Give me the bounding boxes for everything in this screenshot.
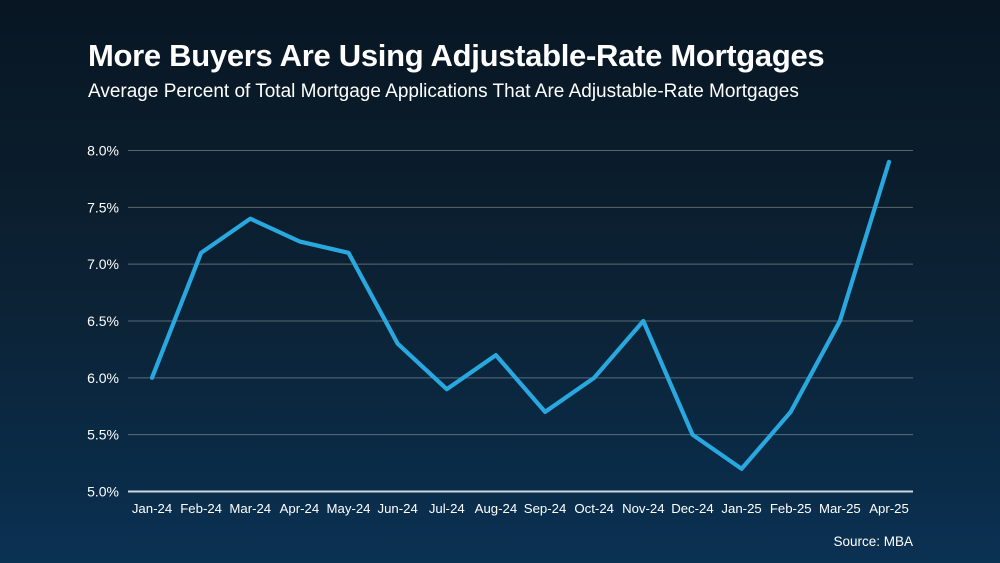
- data-line: [149, 159, 892, 471]
- y-axis-tick-label: 7.0%: [87, 256, 119, 272]
- x-axis-tick-label: Mar-24: [229, 501, 271, 516]
- x-axis-tick-label: Aug-24: [475, 501, 518, 516]
- chart-title: More Buyers Are Using Adjustable-Rate Mo…: [88, 38, 825, 73]
- x-axis-tick-label: Dec-24: [671, 501, 714, 516]
- y-axis-tick-label: 7.5%: [87, 199, 119, 215]
- footer-bar: Source: MBA: [0, 519, 1000, 563]
- x-axis-tick-label: Mar-25: [819, 501, 861, 516]
- x-axis-tick-label: Feb-25: [770, 501, 812, 516]
- x-axis-tick-label: May-24: [327, 501, 371, 516]
- x-axis-tick-label: Jan-24: [132, 501, 172, 516]
- x-axis-tick-label: Apr-25: [869, 501, 909, 516]
- chart-subtitle: Average Percent of Total Mortgage Applic…: [88, 81, 799, 102]
- x-axis-tick-label: Nov-24: [622, 501, 665, 516]
- x-axis-tick-label: Jun-24: [378, 501, 418, 516]
- x-axis-tick-label: Apr-24: [280, 501, 320, 516]
- source-label: Source: MBA: [833, 533, 913, 549]
- x-axis-tick-label: Feb-24: [180, 501, 222, 516]
- y-axis-tick-label: 6.0%: [87, 370, 119, 386]
- y-axis-tick-label: 5.5%: [87, 427, 119, 443]
- y-axis-tick-label: 5.0%: [87, 484, 119, 500]
- y-axis-tick-label: 8.0%: [87, 143, 119, 159]
- y-axis-tick-label: 6.5%: [87, 313, 119, 329]
- x-axis-tick-label: Sep-24: [524, 501, 567, 516]
- x-axis-tick-label: Jan-25: [721, 501, 761, 516]
- x-axis-tick-label: Jul-24: [429, 501, 465, 516]
- x-axis-tick-label: Oct-24: [574, 501, 614, 516]
